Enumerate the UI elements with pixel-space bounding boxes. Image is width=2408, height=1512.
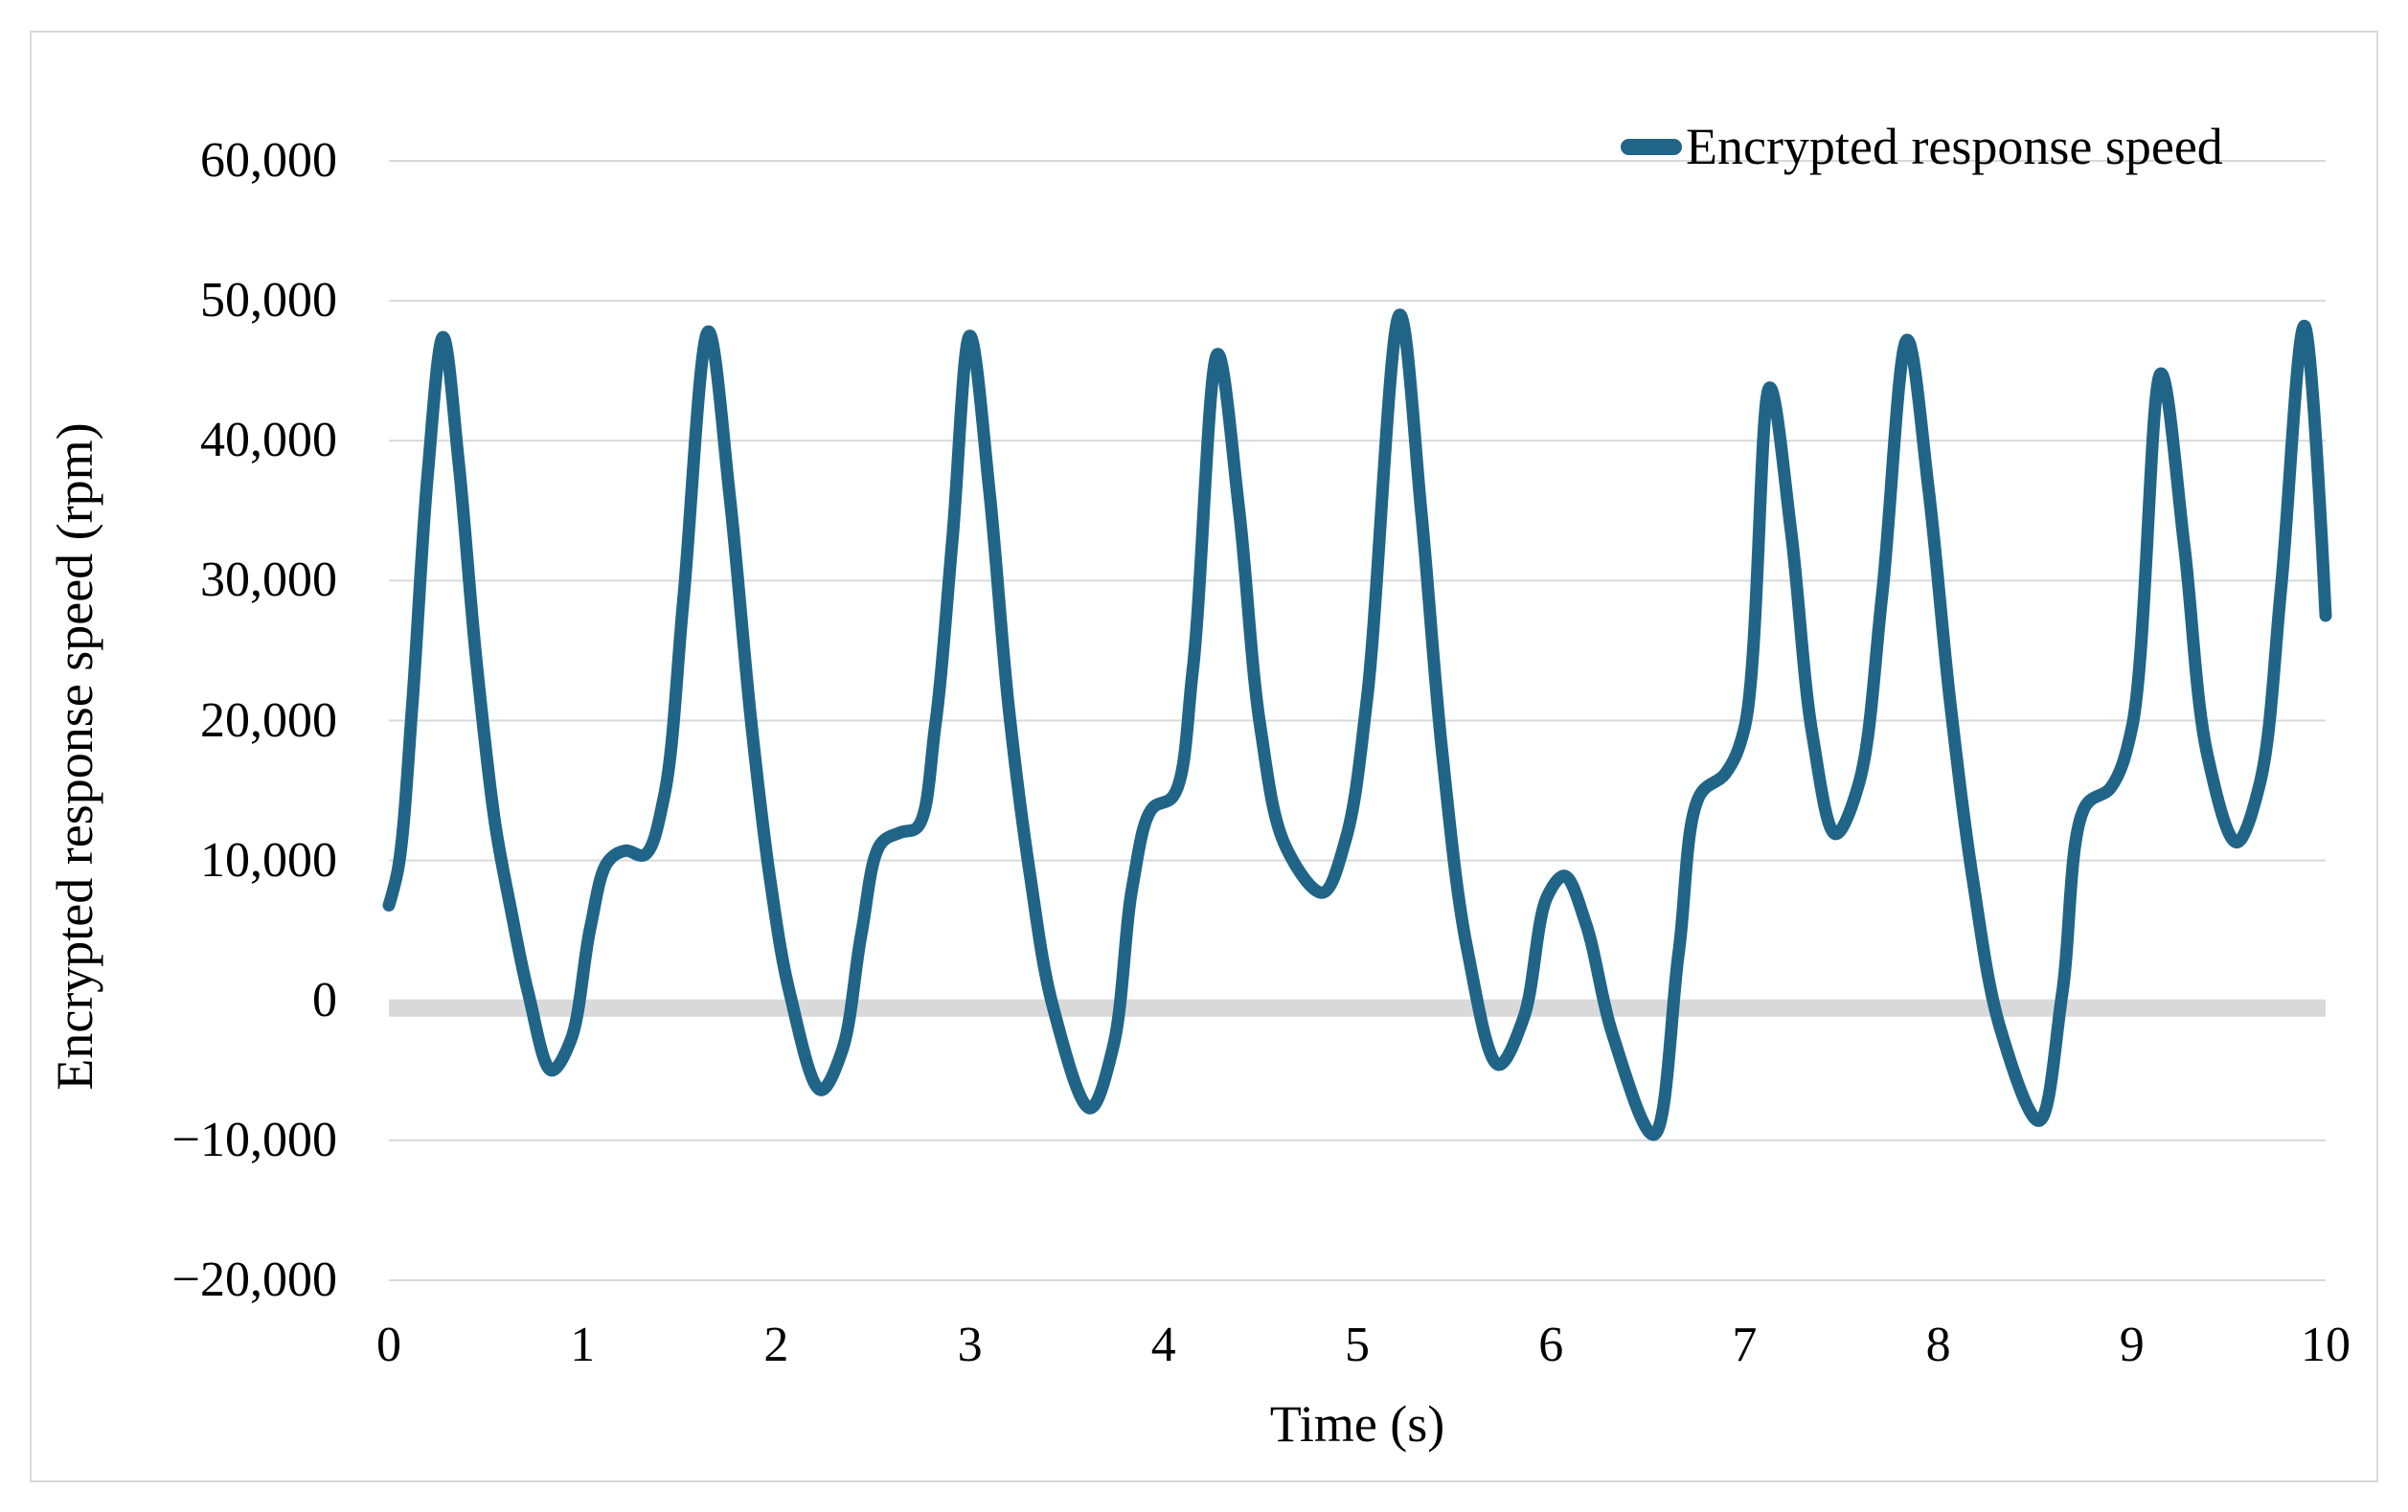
legend-line-marker bbox=[1621, 138, 1682, 155]
y-tick-label: 60,000 bbox=[200, 133, 337, 188]
chart-frame bbox=[30, 31, 2378, 1482]
zero-axis-band bbox=[389, 999, 2326, 1017]
x-tick-label: 5 bbox=[1345, 1318, 1370, 1372]
y-tick-label: 0 bbox=[312, 972, 337, 1027]
legend: Encrypted response speed bbox=[1621, 121, 2223, 172]
y-tick-label: 30,000 bbox=[200, 553, 337, 608]
x-tick-label: 10 bbox=[2301, 1318, 2351, 1372]
x-tick-label: 8 bbox=[1925, 1318, 1951, 1372]
series-line-encrypted-response-speed bbox=[382, 308, 2332, 1141]
x-tick-label: 2 bbox=[763, 1318, 789, 1372]
x-axis-title: Time (s) bbox=[1269, 1395, 1445, 1453]
y-tick-label: −10,000 bbox=[171, 1112, 337, 1167]
legend-label: Encrypted response speed bbox=[1686, 118, 2223, 175]
x-tick-label: 7 bbox=[1732, 1318, 1758, 1372]
y-tick-label: 10,000 bbox=[200, 832, 337, 888]
x-tick-label: 9 bbox=[2119, 1318, 2145, 1372]
y-tick-label: −20,000 bbox=[171, 1252, 337, 1307]
x-tick-label: 4 bbox=[1150, 1318, 1176, 1372]
x-tick-label: 6 bbox=[1538, 1318, 1564, 1372]
x-tick-label: 0 bbox=[376, 1318, 401, 1372]
y-tick-label: 40,000 bbox=[200, 413, 337, 468]
y-axis-title: Encrypted response speed (rpm) bbox=[46, 422, 103, 1091]
y-tick-label: 20,000 bbox=[200, 692, 337, 748]
x-tick-label: 1 bbox=[570, 1318, 596, 1372]
y-tick-label: 50,000 bbox=[200, 273, 337, 328]
x-tick-label: 3 bbox=[957, 1318, 983, 1372]
